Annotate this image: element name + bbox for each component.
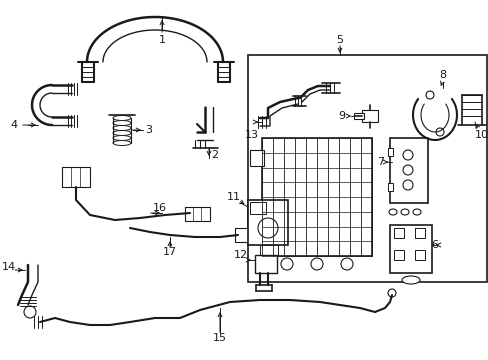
Bar xyxy=(247,200,287,245)
Text: 13: 13 xyxy=(244,130,259,140)
Text: 11: 11 xyxy=(226,192,241,202)
Circle shape xyxy=(387,289,395,297)
Bar xyxy=(361,110,377,122)
Bar xyxy=(247,55,486,282)
Ellipse shape xyxy=(113,121,131,126)
Bar xyxy=(414,250,424,260)
Text: 10: 10 xyxy=(474,130,488,140)
Text: 14: 14 xyxy=(2,262,16,272)
Ellipse shape xyxy=(401,276,419,284)
Text: 2: 2 xyxy=(211,150,218,160)
Bar xyxy=(249,150,264,166)
Bar xyxy=(387,183,392,191)
Bar xyxy=(389,225,431,273)
Ellipse shape xyxy=(412,209,420,215)
Bar xyxy=(393,228,403,238)
Circle shape xyxy=(425,91,433,99)
Circle shape xyxy=(24,306,36,318)
Ellipse shape xyxy=(113,135,131,140)
Text: 12: 12 xyxy=(233,250,247,260)
Bar xyxy=(254,255,276,273)
Bar xyxy=(184,207,209,221)
Circle shape xyxy=(402,150,412,160)
Text: 5: 5 xyxy=(336,35,343,45)
Bar xyxy=(249,228,264,244)
Bar xyxy=(262,138,371,256)
Bar xyxy=(260,245,278,255)
Circle shape xyxy=(435,128,443,136)
Text: 16: 16 xyxy=(153,203,167,213)
Circle shape xyxy=(258,218,278,238)
Ellipse shape xyxy=(113,140,131,145)
Bar xyxy=(387,148,392,156)
Bar xyxy=(249,202,265,214)
Text: 15: 15 xyxy=(213,333,226,343)
Ellipse shape xyxy=(113,126,131,130)
Ellipse shape xyxy=(113,130,131,135)
Text: 7: 7 xyxy=(377,157,384,167)
Ellipse shape xyxy=(400,209,408,215)
Bar xyxy=(393,250,403,260)
Circle shape xyxy=(402,180,412,190)
Text: 9: 9 xyxy=(338,111,345,121)
Text: 8: 8 xyxy=(439,70,446,80)
Circle shape xyxy=(402,165,412,175)
Text: 6: 6 xyxy=(430,240,438,250)
Text: 4: 4 xyxy=(10,120,18,130)
Bar xyxy=(62,167,90,187)
Text: 17: 17 xyxy=(163,247,177,257)
Ellipse shape xyxy=(388,209,396,215)
Circle shape xyxy=(281,258,292,270)
Text: 3: 3 xyxy=(145,125,152,135)
Bar xyxy=(235,228,252,242)
Ellipse shape xyxy=(113,116,131,121)
Bar xyxy=(389,138,427,203)
Bar xyxy=(353,113,363,119)
Circle shape xyxy=(340,258,352,270)
Circle shape xyxy=(310,258,323,270)
Text: 1: 1 xyxy=(158,35,165,45)
Bar xyxy=(414,228,424,238)
